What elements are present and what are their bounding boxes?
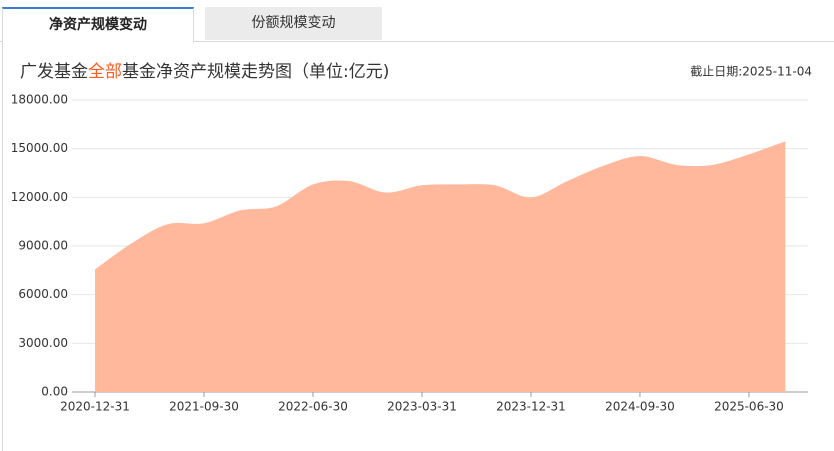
title-highlight: 全部 bbox=[88, 62, 122, 82]
tab[interactable]: 净资产规模变动 bbox=[2, 7, 194, 43]
as-of-date: 截止日期:2025-11-04 bbox=[690, 65, 812, 79]
x-tick-label: 2023-12-31 bbox=[496, 400, 566, 414]
y-tick-label: 15000.00 bbox=[11, 141, 68, 155]
chart-title: 广发基金全部基金净资产规模走势图（单位:亿元) bbox=[20, 62, 389, 82]
area bbox=[95, 142, 786, 392]
x-tick-label: 2020-12-31 bbox=[60, 400, 130, 414]
area-line bbox=[94, 141, 786, 271]
x-tick-label: 2023-03-31 bbox=[387, 400, 457, 414]
y-tick-label: 12000.00 bbox=[11, 190, 68, 204]
y-tick-label: 18000.00 bbox=[11, 93, 68, 107]
y-tick-label: 6000.00 bbox=[18, 287, 68, 301]
tab[interactable]: 份额规模变动 bbox=[205, 7, 382, 40]
tab-bar: 净资产规模变动 份额规模变动 bbox=[0, 0, 834, 43]
chart-panel bbox=[2, 42, 834, 451]
x-tick-label: 2025-06-30 bbox=[714, 400, 784, 414]
title-part: 基金净资产规模走势图（单位:亿元) bbox=[122, 62, 389, 82]
title-part: 广发基金 bbox=[20, 62, 88, 82]
x-tick-label: 2021-09-30 bbox=[169, 400, 239, 414]
x-tick-label: 2024-09-30 bbox=[605, 400, 675, 414]
y-tick-label: 3000.00 bbox=[18, 336, 68, 350]
x-tick-label: 2022-06-30 bbox=[278, 400, 348, 414]
y-tick-label: 9000.00 bbox=[18, 239, 68, 253]
y-tick-label: 0.00 bbox=[41, 385, 68, 399]
